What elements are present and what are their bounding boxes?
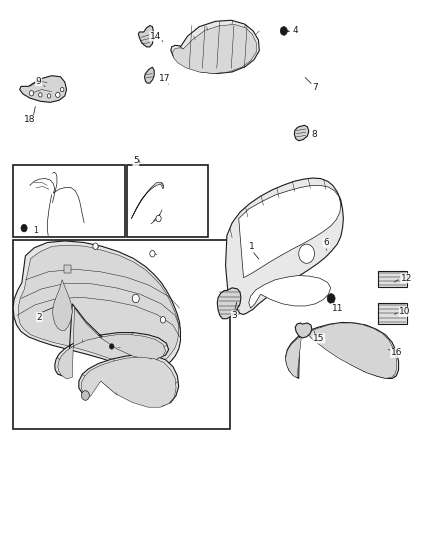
Polygon shape (286, 323, 397, 378)
Circle shape (280, 27, 287, 35)
Polygon shape (294, 125, 309, 141)
Text: 16: 16 (391, 349, 402, 357)
Polygon shape (145, 67, 154, 83)
Bar (127, 165, 208, 237)
Polygon shape (249, 276, 331, 308)
Polygon shape (20, 76, 67, 102)
Polygon shape (58, 308, 166, 379)
Polygon shape (138, 26, 153, 47)
Text: 1: 1 (249, 242, 255, 251)
Circle shape (160, 317, 166, 323)
Text: 8: 8 (311, 130, 318, 139)
Text: 7: 7 (312, 84, 318, 92)
Text: 6: 6 (323, 238, 329, 247)
Circle shape (81, 391, 89, 400)
Text: 15: 15 (313, 334, 325, 343)
Circle shape (327, 294, 335, 303)
Text: 1: 1 (33, 226, 38, 235)
Polygon shape (239, 185, 341, 278)
Text: 11: 11 (332, 304, 343, 312)
Polygon shape (79, 354, 179, 406)
Circle shape (29, 91, 34, 96)
Text: 18: 18 (24, 116, 35, 124)
Text: 17: 17 (159, 75, 170, 83)
Polygon shape (55, 304, 169, 376)
Bar (13, 165, 125, 237)
Circle shape (21, 224, 27, 232)
Circle shape (150, 251, 155, 257)
Circle shape (39, 93, 42, 97)
Circle shape (56, 92, 60, 98)
Bar (64, 265, 71, 273)
Text: 9: 9 (35, 77, 42, 85)
Polygon shape (131, 182, 164, 219)
Text: 3: 3 (231, 311, 237, 320)
Circle shape (47, 94, 51, 98)
Circle shape (132, 294, 139, 303)
Bar (13, 240, 230, 429)
Polygon shape (217, 288, 241, 319)
Polygon shape (173, 25, 256, 74)
Text: 12: 12 (401, 274, 412, 282)
Polygon shape (295, 323, 312, 338)
Polygon shape (286, 322, 399, 378)
Bar (378, 271, 407, 287)
Polygon shape (226, 178, 343, 314)
Polygon shape (81, 357, 176, 407)
Circle shape (156, 215, 161, 222)
Text: ..: .. (116, 341, 121, 350)
Circle shape (60, 87, 64, 92)
Text: 14: 14 (150, 32, 161, 41)
Circle shape (299, 244, 314, 263)
Bar (378, 303, 407, 324)
Polygon shape (171, 20, 259, 74)
Text: 10: 10 (399, 308, 411, 316)
Text: 2: 2 (37, 313, 42, 321)
Text: 5: 5 (133, 157, 139, 165)
Circle shape (110, 344, 114, 349)
Polygon shape (13, 241, 180, 369)
Polygon shape (18, 245, 179, 366)
Circle shape (93, 243, 98, 249)
Polygon shape (53, 280, 72, 330)
Text: 4: 4 (293, 27, 298, 35)
